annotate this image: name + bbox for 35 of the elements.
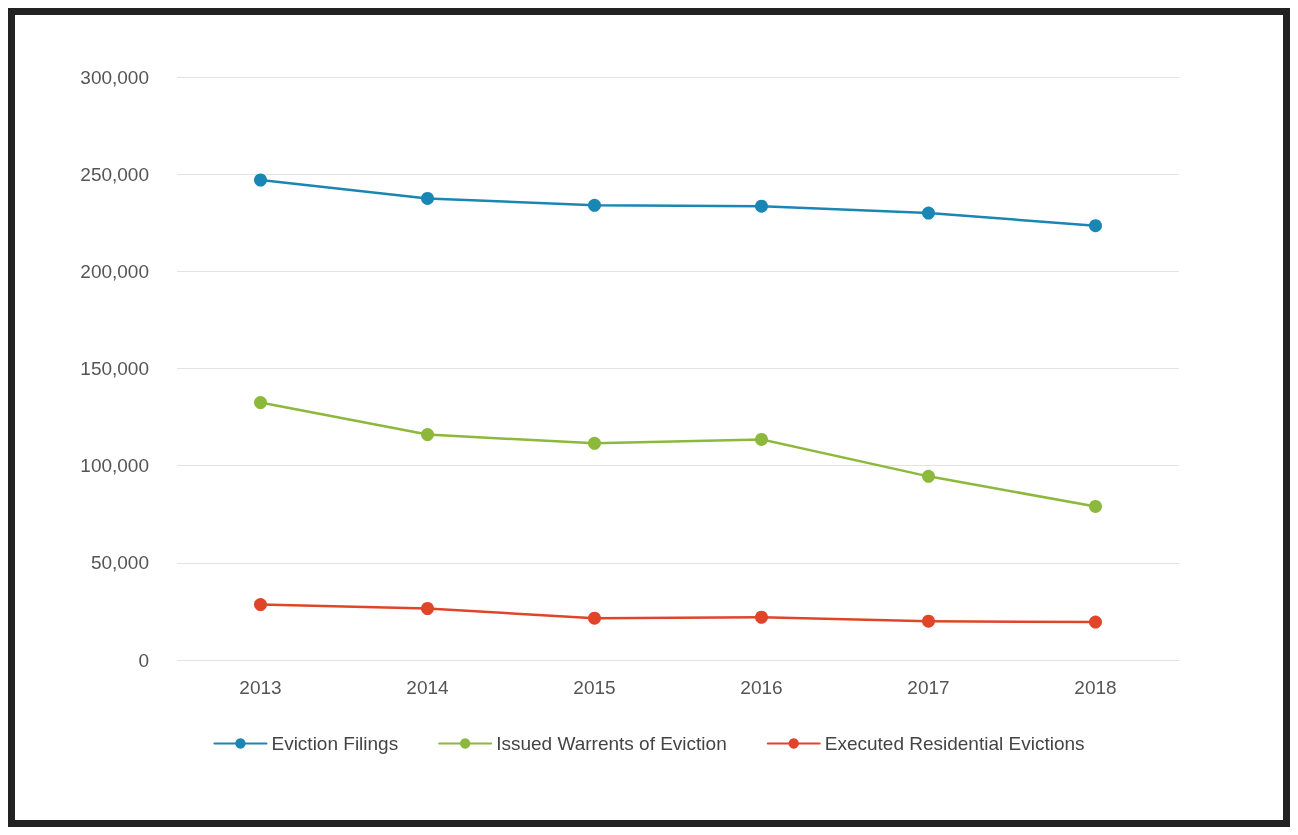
point [254,173,267,187]
point [588,611,601,625]
point [922,206,935,220]
point [1089,219,1102,233]
point [254,598,267,612]
legend-label: Eviction Filings [271,733,399,754]
point [755,432,768,446]
y-tick-label: 250,000 [80,163,149,185]
frame: 0 50,000 100,000 150,000 200,000 250,000 300,000 2013 2014 2015 2016 2017 2018 Eviction Filings Issued Warrents of Eviction Executed Residential Evictions [8,8,1290,827]
point [254,396,267,409]
point [1089,499,1102,513]
point [755,610,768,624]
point [421,191,434,205]
point [588,436,601,450]
y-tick-label: 50,000 [90,552,149,574]
x-tick-label: 2018 [1074,677,1117,698]
x-tick-label: 2014 [406,677,450,698]
legend-label: Issued Warrents of Eviction [496,733,727,754]
x-tick-label: 2016 [740,677,783,698]
point [588,198,601,212]
y-tick-label: 0 [138,649,149,671]
legend-label: Executed Residential Evictions [824,733,1085,754]
point [755,199,768,213]
point [922,614,935,628]
y-tick-label: 200,000 [80,260,149,282]
point [421,428,434,442]
y-tick-label: 300,000 [80,66,149,88]
point [1089,615,1102,629]
point [421,602,434,615]
x-tick-label: 2013 [239,677,282,698]
y-tick-label: 150,000 [80,358,149,379]
x-tick-label: 2015 [573,677,616,698]
point [922,469,935,483]
x-tick-label: 2017 [907,677,950,698]
y-tick-label: 100,000 [80,455,149,477]
